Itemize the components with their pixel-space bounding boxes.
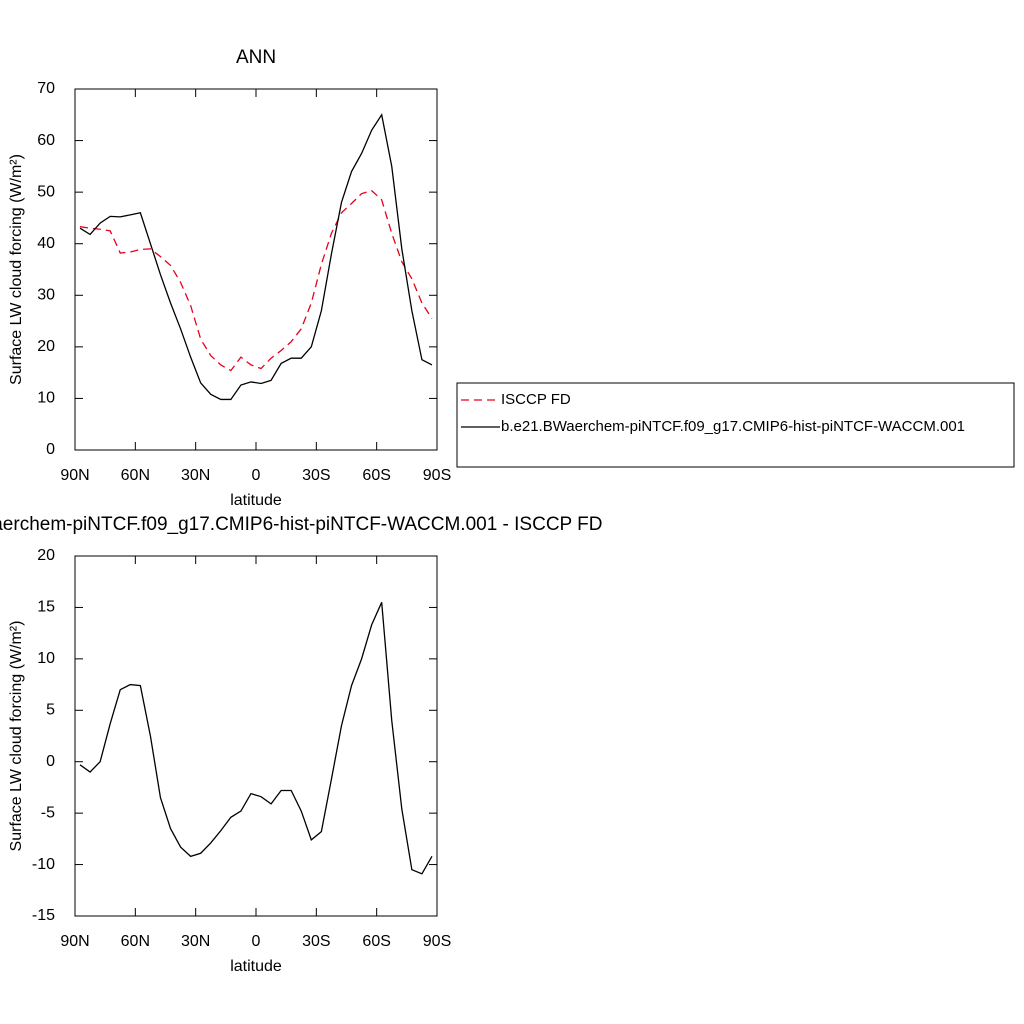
y-tick-label: 20 (37, 547, 55, 564)
y-tick-label: 60 (37, 132, 55, 149)
y-tick-label: -10 (32, 856, 55, 873)
y-tick-label: 0 (46, 753, 55, 770)
x-tick-label: 30N (181, 467, 210, 484)
y-tick-label: 50 (37, 183, 55, 200)
y-tick-label: 5 (46, 702, 55, 719)
x-tick-label: 90S (423, 933, 451, 950)
x-tick-label: 90N (60, 467, 89, 484)
y-tick-label: 40 (37, 235, 55, 252)
chart-title: ANN (236, 47, 276, 68)
plot-frame (74, 88, 438, 451)
x-tick-label: 90S (423, 467, 451, 484)
x-tick-label: 60S (362, 467, 390, 484)
x-tick-label: 90N (60, 933, 89, 950)
x-axis-label: latitude (230, 958, 282, 975)
chart-title: b.e21.BWaerchem-piNTCF.f09_g17.CMIP6-his… (0, 514, 602, 535)
x-tick-label: 60S (362, 933, 390, 950)
x-tick-label: 0 (252, 933, 261, 950)
x-tick-label: 0 (252, 467, 261, 484)
y-tick-label: 15 (37, 599, 55, 616)
data-line (79, 113, 433, 401)
y-axis-label: Surface LW cloud forcing (W/m²) (8, 154, 25, 385)
y-tick-label: 10 (37, 390, 55, 407)
legend-box (456, 382, 1015, 468)
y-tick-label: 30 (37, 287, 55, 304)
x-tick-label: 30S (302, 933, 330, 950)
data-line (79, 189, 433, 372)
x-axis-label: latitude (230, 492, 282, 509)
y-tick-label: -5 (41, 804, 55, 821)
y-axis-label: Surface LW cloud forcing (W/m²) (8, 621, 25, 852)
y-tick-label: 10 (37, 650, 55, 667)
x-tick-label: 30N (181, 933, 210, 950)
x-tick-label: 30S (302, 467, 330, 484)
data-line (79, 602, 433, 875)
y-tick-label: 70 (37, 80, 55, 97)
x-tick-label: 60N (121, 467, 150, 484)
legend-label: ISCCP FD (501, 391, 571, 408)
y-tick-label: 20 (37, 338, 55, 355)
x-tick-label: 60N (121, 933, 150, 950)
y-tick-label: -15 (32, 907, 55, 924)
legend-label: b.e21.BWaerchem-piNTCF.f09_g17.CMIP6-his… (501, 418, 965, 435)
y-tick-label: 0 (46, 441, 55, 458)
